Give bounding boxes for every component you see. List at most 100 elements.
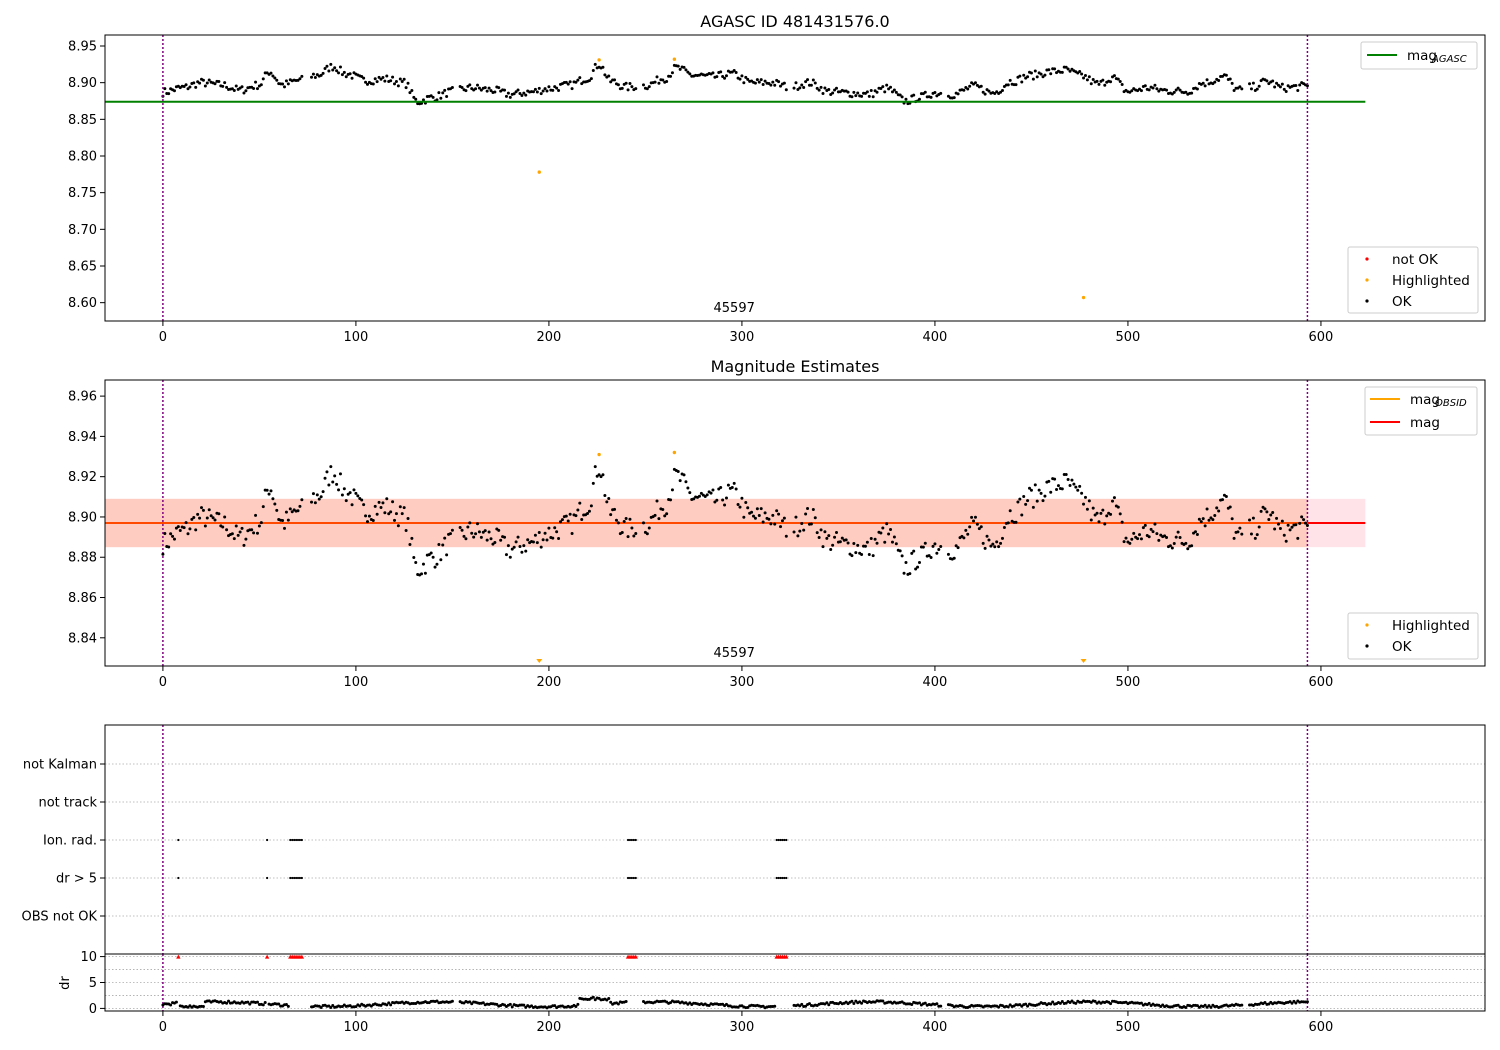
flag-point [634,876,637,880]
ok-point [946,552,950,556]
ok-point [937,547,941,551]
ok-point [622,520,626,524]
ok-point [265,488,269,492]
ok-point [1184,90,1188,94]
ok-point [1157,89,1161,93]
ok-point [840,536,844,540]
ok-point [777,512,781,516]
ok-point [970,515,974,519]
ok-point [669,74,673,78]
ok-point [250,528,254,532]
ok-point [394,512,398,516]
ok-point [373,504,377,508]
ok-point [460,85,464,89]
ok-point [883,540,887,544]
ok-point [373,77,377,81]
ok-point [587,509,591,513]
ok-point [497,528,501,532]
ok-point [578,76,582,80]
ok-point [1122,540,1126,544]
ok-point [435,562,439,566]
ok-point [1263,507,1267,511]
ok-point [753,516,757,520]
ok-point [890,90,894,94]
ok-point [1068,69,1072,73]
dr-point [248,1002,252,1006]
dr-point [827,1003,831,1007]
ok-point [956,546,960,550]
flag-point [293,838,296,842]
ok-point [979,525,983,529]
ok-point [688,491,692,495]
ok-point [761,520,765,524]
legend2-ok: OK [1392,639,1413,655]
ok-point [850,95,854,99]
ok-point [1014,83,1018,87]
ok-point [520,550,524,554]
ok-point [325,64,329,68]
dr-point [510,1005,514,1009]
ok-point [504,94,508,98]
ok-point [601,473,605,477]
ok-point [433,565,437,569]
ok-point [1060,487,1064,491]
ok-point [676,470,680,474]
ok-point [769,522,773,526]
ok-point [364,514,368,518]
ok-point [225,528,229,532]
ok-point [1273,527,1277,531]
ok-point [1103,522,1107,526]
ok-point [833,88,837,92]
dr-point [1074,1001,1078,1005]
ok-point [1224,495,1228,499]
ok-point [242,543,246,547]
ok-point [1026,75,1030,79]
ok-point [558,520,562,524]
ok-point [441,543,445,547]
ok-point [288,507,292,511]
ok-point [568,512,572,516]
ok-point [531,540,535,544]
ok-point [1099,511,1103,515]
ok-point [1273,85,1277,89]
ok-point [329,62,333,66]
ok-point [1176,86,1180,90]
p1-ytick-label: 8.95 [68,40,97,55]
ok-point [1120,520,1124,524]
dr-point [169,1003,173,1007]
ok-point [325,470,329,474]
ok-point [190,517,194,521]
ok-point [1174,88,1178,92]
p2-ytick-label: 8.90 [68,510,97,525]
ok-point [286,82,290,86]
ok-point [1255,533,1259,537]
ok-point [892,535,896,539]
ok-point [823,86,827,90]
flag-point [630,876,634,880]
ok-point [477,530,481,534]
ok-point [300,498,304,502]
ok-point [431,555,435,559]
ok-point [1172,90,1176,94]
ok-point [593,465,597,469]
ok-point [746,506,750,510]
ok-point [429,551,433,555]
ok-point [999,541,1003,545]
ok-point [402,77,406,81]
ok-point [933,542,937,546]
ok-point [406,81,410,85]
ok-point [1168,544,1172,548]
ok-point [420,572,424,576]
ok-point [333,474,337,478]
ok-point [738,77,742,81]
ok-point [1043,494,1047,498]
ok-point [1190,91,1194,95]
ok-point [1174,535,1178,539]
flag-point [300,876,303,880]
ok-point [271,74,275,78]
ok-point [360,498,364,502]
ok-point [721,74,725,78]
ok-point [275,508,279,512]
ok-point [244,89,248,93]
ok-point [676,64,680,68]
